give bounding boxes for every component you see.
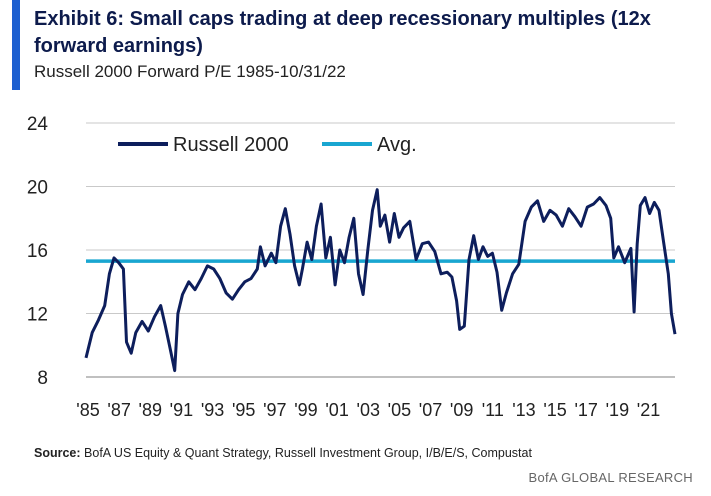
x-tick-label: '15 [543, 400, 566, 420]
legend: Russell 2000 Avg. [118, 134, 417, 156]
x-tick-label: '91 [170, 400, 193, 420]
accent-bar [12, 0, 20, 90]
y-tick-label: 16 [27, 241, 48, 262]
grid-lines [86, 122, 675, 378]
source-text: BofA US Equity & Quant Strategy, Russell… [84, 446, 532, 460]
y-tick-label: 8 [37, 368, 48, 389]
chart-subtitle: Russell 2000 Forward P/E 1985-10/31/22 [34, 62, 346, 81]
x-tick-label: '05 [388, 400, 411, 420]
legend-label-avg: Avg. [377, 134, 417, 156]
x-tick-label: '11 [482, 400, 504, 420]
y-tick-labels: 8 12 16 20 24 [27, 114, 49, 389]
x-tick-label: '17 [574, 400, 597, 420]
x-tick-labels: '85 '87 '89 '91 '93 '95 '97 '99 '01 '03 '05 '07 '09 '… [76, 400, 660, 420]
x-tick-label: '85 [76, 400, 99, 420]
x-tick-label: '21 [637, 400, 660, 420]
x-tick-label: '89 [139, 400, 162, 420]
x-tick-label: '09 [450, 400, 473, 420]
x-tick-label: '87 [107, 400, 130, 420]
x-tick-label: '93 [201, 400, 224, 420]
russell-2000-line [84, 188, 677, 373]
y-tick-label: 24 [27, 114, 49, 135]
source-label: Source: [34, 446, 81, 460]
x-tick-label: '99 [294, 400, 317, 420]
x-tick-label: '97 [263, 400, 286, 420]
y-tick-label: 12 [27, 305, 48, 326]
x-tick-label: '07 [419, 400, 442, 420]
page-title: Exhibit 6: Small caps trading at deep re… [34, 8, 651, 57]
x-tick-label: '19 [606, 400, 629, 420]
x-tick-label: '01 [325, 400, 348, 420]
chart: 8 12 16 20 24 '85 '87 '89 '91 '93 '95 '97 '99 '01 '03… [27, 114, 677, 420]
legend-label-russell-2000: Russell 2000 [173, 134, 289, 156]
x-tick-label: '13 [512, 400, 535, 420]
source-note: Source: BofA US Equity & Quant Strategy,… [34, 446, 532, 460]
y-tick-label: 20 [27, 178, 48, 199]
x-tick-label: '95 [232, 400, 255, 420]
brand-footer: BofA GLOBAL RESEARCH [528, 470, 693, 485]
x-tick-label: '03 [357, 400, 380, 420]
